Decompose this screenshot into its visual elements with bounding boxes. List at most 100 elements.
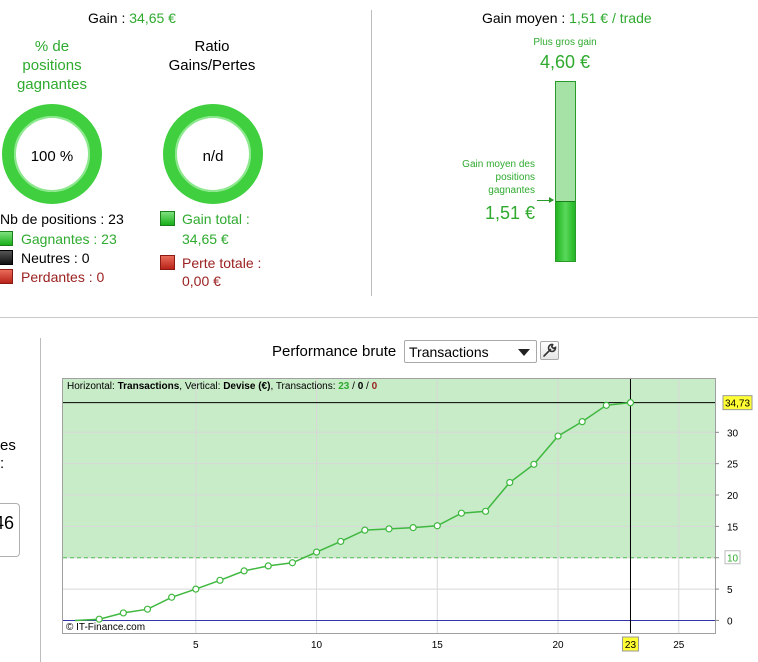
- avg-win-arrow-icon: [537, 197, 554, 203]
- performance-select-value: Transactions: [409, 344, 489, 360]
- x-tick-label: 10: [311, 640, 323, 651]
- neutres-count: Neutres : 0: [21, 250, 90, 266]
- data-point: [240, 567, 248, 575]
- data-point: [95, 615, 103, 623]
- performance-select[interactable]: Transactions: [404, 340, 537, 363]
- nb-positions: Nb de positions : 23: [0, 211, 124, 227]
- left-partial-text-2: :: [0, 455, 5, 472]
- data-point: [361, 526, 369, 534]
- chevron-down-icon: [518, 349, 530, 356]
- perdantes-count: Perdantes : 0: [21, 269, 105, 285]
- chart-header-win-count: 23: [338, 381, 350, 392]
- left-partial-value: 46: [0, 513, 14, 533]
- series-line: [75, 401, 631, 622]
- pct-winning-value: 100 %: [30, 148, 74, 165]
- avg-gain-bar: [555, 81, 576, 262]
- chart-header-h-label: Horizontal:: [67, 381, 118, 392]
- data-point: [506, 478, 514, 487]
- data-point: [312, 548, 321, 556]
- chart-header: Horizontal: Transactions, Vertical: Devi…: [67, 381, 377, 392]
- data-point: [168, 593, 176, 601]
- top-divider: [371, 10, 372, 296]
- data-point: [264, 562, 272, 570]
- perte-totale-color-icon: [160, 255, 175, 270]
- data-point: [192, 585, 200, 593]
- x-tick-label: 5: [193, 640, 199, 651]
- current-y-label: 34,73: [725, 399, 750, 410]
- chart-settings-button[interactable]: [540, 341, 559, 360]
- data-point: [530, 460, 538, 468]
- gain-total-value: 34,65 €: [182, 231, 229, 247]
- data-point: [433, 522, 441, 530]
- left-partial-text-1: es: [0, 437, 16, 454]
- chart-header-t-label: , Transactions:: [270, 381, 339, 392]
- avg-gain-value: 1,51 € / trade: [569, 10, 652, 26]
- chart-header-sep: /: [349, 381, 358, 392]
- data-point: [602, 401, 610, 409]
- chart-header-neutral-count: 0: [357, 381, 364, 392]
- max-gain-value: 4,60 €: [539, 52, 591, 72]
- avg-gain-bar-fill: [556, 201, 575, 261]
- current-x-label: 23: [625, 640, 637, 651]
- data-point: [288, 559, 297, 567]
- gain-label: Gain :: [88, 10, 130, 26]
- left-partial-value-box: 46: [0, 503, 20, 557]
- x-tick-label: 20: [552, 640, 564, 651]
- data-point: [337, 537, 345, 546]
- copyright: © IT-Finance.com: [66, 622, 146, 633]
- avg-gain-summary: Gain moyen : 1,51 € / trade: [482, 10, 652, 26]
- data-point: [409, 524, 417, 532]
- mid-divider: [0, 317, 758, 318]
- perte-totale-label: Perte totale :: [182, 255, 262, 271]
- pct-winning-title: % de positions gagnantes: [16, 38, 88, 93]
- current-y-label-box: [722, 395, 753, 411]
- performance-title: Performance brute: [272, 343, 397, 360]
- data-point: [385, 525, 393, 533]
- chart-header-v-label: , Vertical:: [179, 381, 224, 392]
- pct-winning-ring: 100 %: [2, 104, 102, 204]
- perdantes-color-icon: [0, 269, 13, 284]
- data-point: [626, 399, 635, 407]
- y-tick-label: 25: [727, 460, 739, 471]
- gagnantes-count: Gagnantes : 23: [21, 231, 117, 247]
- perte-totale-value: 0,00 €: [182, 273, 221, 289]
- chart-header-loss-count: 0: [371, 381, 378, 392]
- data-point: [457, 509, 466, 517]
- data-point: [554, 432, 562, 440]
- y-tick-label: 5: [727, 585, 733, 596]
- max-gain-label: Plus gros gain: [533, 37, 597, 48]
- data-point: [216, 576, 224, 584]
- data-point: [119, 609, 127, 617]
- y-tick-label: 20: [727, 491, 739, 502]
- ratio-title: Ratio Gains/Pertes: [168, 38, 256, 74]
- performance-chart: [63, 379, 715, 633]
- x-tick-label: 15: [432, 640, 444, 651]
- chart-header-v-value: Devise (€): [223, 381, 271, 392]
- y-tick-label: 15: [727, 522, 739, 533]
- chart-header-h-value: Transactions: [117, 381, 180, 392]
- threshold-label: 10: [727, 554, 739, 565]
- current-x-label-box: [621, 636, 639, 652]
- data-point: [481, 507, 490, 515]
- wrench-icon: [543, 343, 557, 357]
- neutres-color-icon: [0, 250, 13, 265]
- chart-header-sep: /: [363, 381, 372, 392]
- y-tick-label: 0: [727, 616, 733, 627]
- gain-total-color-icon: [160, 211, 175, 226]
- avg-gain-label: Gain moyen :: [482, 10, 570, 26]
- x-tick-label: 25: [673, 640, 685, 651]
- ratio-value: n/d: [202, 148, 224, 165]
- threshold-label-box: [724, 550, 741, 565]
- left-divider: [40, 338, 41, 662]
- gain-total-label: Gain total :: [182, 211, 250, 227]
- data-point: [578, 418, 586, 426]
- gain-summary: Gain : 34,65 €: [88, 10, 176, 26]
- gagnantes-color-icon: [0, 231, 13, 246]
- chart-area: Horizontal: Transactions, Vertical: Devi…: [62, 378, 716, 634]
- ratio-ring: n/d: [163, 104, 263, 204]
- avg-win-label: Gain moyen des positions gagnantes: [462, 159, 535, 196]
- data-point: [143, 605, 152, 613]
- avg-win-value: 1,51 €: [484, 203, 535, 223]
- gain-value: 34,65 €: [129, 10, 176, 26]
- y-tick-label: 30: [727, 428, 739, 439]
